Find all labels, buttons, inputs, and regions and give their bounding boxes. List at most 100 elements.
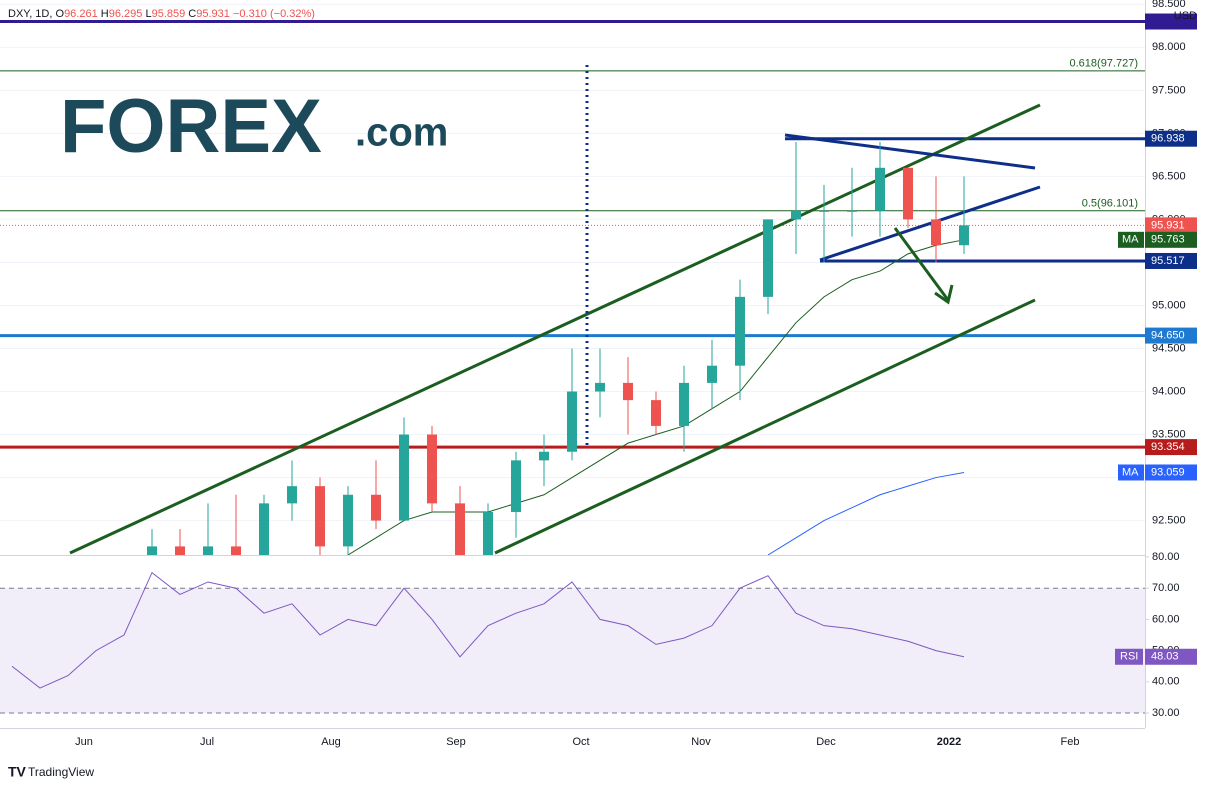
- candle-body: [959, 225, 969, 246]
- candle-body: [259, 503, 269, 555]
- candle-body: [735, 296, 745, 366]
- level-badge: [1145, 439, 1197, 456]
- fib-label: 0.618(97.727): [1070, 58, 1139, 70]
- low: 95.859: [151, 8, 186, 20]
- candle-body: [875, 167, 885, 211]
- x-tick-label: Nov: [691, 736, 711, 748]
- badge: [1145, 464, 1197, 481]
- ma-tag: [1118, 464, 1144, 481]
- x-tick-label: Jun: [75, 736, 93, 748]
- close: 95.931: [196, 8, 230, 20]
- y-tick-label: 93.500: [1152, 428, 1186, 440]
- l-label: L: [145, 8, 152, 20]
- candle-body: [231, 546, 241, 555]
- badge-label: 93.059: [1151, 466, 1185, 478]
- x-tick-label: Sep: [446, 736, 466, 748]
- symbol: DXY, 1D,: [8, 8, 53, 20]
- currency: USD: [1174, 10, 1197, 22]
- candle-body: [371, 494, 381, 521]
- badge: [1145, 231, 1197, 248]
- y-tick-label: 94.500: [1152, 342, 1186, 354]
- level-badge: [1145, 252, 1197, 269]
- plot: [147, 141, 969, 555]
- x-tick-label: Dec: [816, 736, 836, 748]
- rsi-tick-label: 40.00: [1152, 676, 1180, 688]
- x-tick-label: Oct: [572, 736, 589, 748]
- level-label: 96.938: [1151, 133, 1185, 145]
- candle-body: [511, 460, 521, 512]
- open: 96.261: [64, 8, 98, 20]
- logo-brand: FOREX: [60, 84, 322, 169]
- wedge-upper: [784, 133, 1036, 170]
- candle-body: [483, 511, 493, 555]
- candle-body: [399, 434, 409, 521]
- candle-body: [315, 486, 325, 547]
- y-tick-label: 96.500: [1152, 170, 1186, 182]
- level-badge: [1145, 327, 1197, 344]
- o-label: O: [55, 8, 65, 20]
- y-tick-label: 97.500: [1152, 84, 1186, 96]
- channel-lower: [494, 298, 1036, 555]
- candle-body: [707, 365, 717, 383]
- ma50-line: [347, 239, 965, 555]
- candle-body: [931, 219, 941, 246]
- x-tick-label: Feb: [1061, 736, 1080, 748]
- candle-body: [791, 210, 801, 220]
- candle-body: [763, 219, 773, 297]
- ma200-line: [767, 471, 965, 555]
- badge: [1145, 648, 1197, 665]
- level-label: 93.354: [1151, 441, 1185, 453]
- rsi-tag-label: RSI: [1120, 651, 1138, 663]
- candle-body: [819, 210, 829, 212]
- fib-label: 0.5(96.101): [1082, 198, 1138, 210]
- level-label: 94.650: [1151, 329, 1185, 341]
- wedge-lower: [819, 185, 1041, 262]
- candle-body: [175, 546, 185, 555]
- y-tick-label: 94.000: [1152, 385, 1186, 397]
- logo-suffix: .com: [355, 111, 448, 155]
- level-badge: [1145, 130, 1197, 147]
- y-tick-label: 98.000: [1152, 41, 1186, 53]
- candle-body: [203, 546, 213, 555]
- y-tick-label: 98.500: [1152, 0, 1186, 10]
- ma-tag: [1118, 231, 1144, 248]
- x-tick-label: 2022: [937, 736, 961, 748]
- candle-body: [343, 494, 353, 547]
- level-label: 95.517: [1151, 255, 1185, 267]
- rsi-tick-label: 60.00: [1152, 613, 1180, 625]
- rsi-tag: [1115, 648, 1143, 665]
- rsi-pane: [0, 556, 1149, 714]
- badge-label: 48.03: [1151, 651, 1179, 663]
- h-label: H: [100, 8, 109, 20]
- header: DXY, 1D, O96.261 H96.295 L95.859 C95.931…: [8, 8, 315, 20]
- rsi-tick-label: 80.00: [1152, 551, 1180, 563]
- y-tick-label: 92.500: [1152, 514, 1186, 526]
- candle-body: [679, 382, 689, 426]
- axes: 92.50093.00093.50094.00094.50095.00095.5…: [75, 0, 1197, 748]
- candle-body: [651, 400, 661, 426]
- candle-body: [847, 210, 857, 212]
- c-label: C: [188, 8, 197, 20]
- badge-label: 95.931: [1151, 219, 1185, 231]
- candle-body: [539, 451, 549, 461]
- y-tick-label: 95.000: [1152, 299, 1186, 311]
- x-tick-label: Aug: [321, 736, 341, 748]
- rsi-line: [11, 571, 965, 689]
- candle-body: [147, 546, 157, 555]
- candle-body: [455, 503, 465, 555]
- arrow-head: [934, 284, 954, 305]
- candle-body: [595, 382, 605, 392]
- ma-tag-label: MA: [1122, 466, 1139, 478]
- candle-body: [903, 167, 913, 220]
- level-badge: [1145, 13, 1197, 30]
- tv-logo: TV: [8, 764, 27, 780]
- ma-tag-label: MA: [1122, 234, 1139, 246]
- change: −0.310 (−0.32%): [232, 8, 315, 20]
- rsi-tick-label: 30.00: [1152, 707, 1180, 719]
- rsi-tick-label: 70.00: [1152, 582, 1180, 594]
- candle-body: [567, 391, 577, 452]
- candle-body: [287, 486, 297, 504]
- x-tick-label: Jul: [200, 736, 214, 748]
